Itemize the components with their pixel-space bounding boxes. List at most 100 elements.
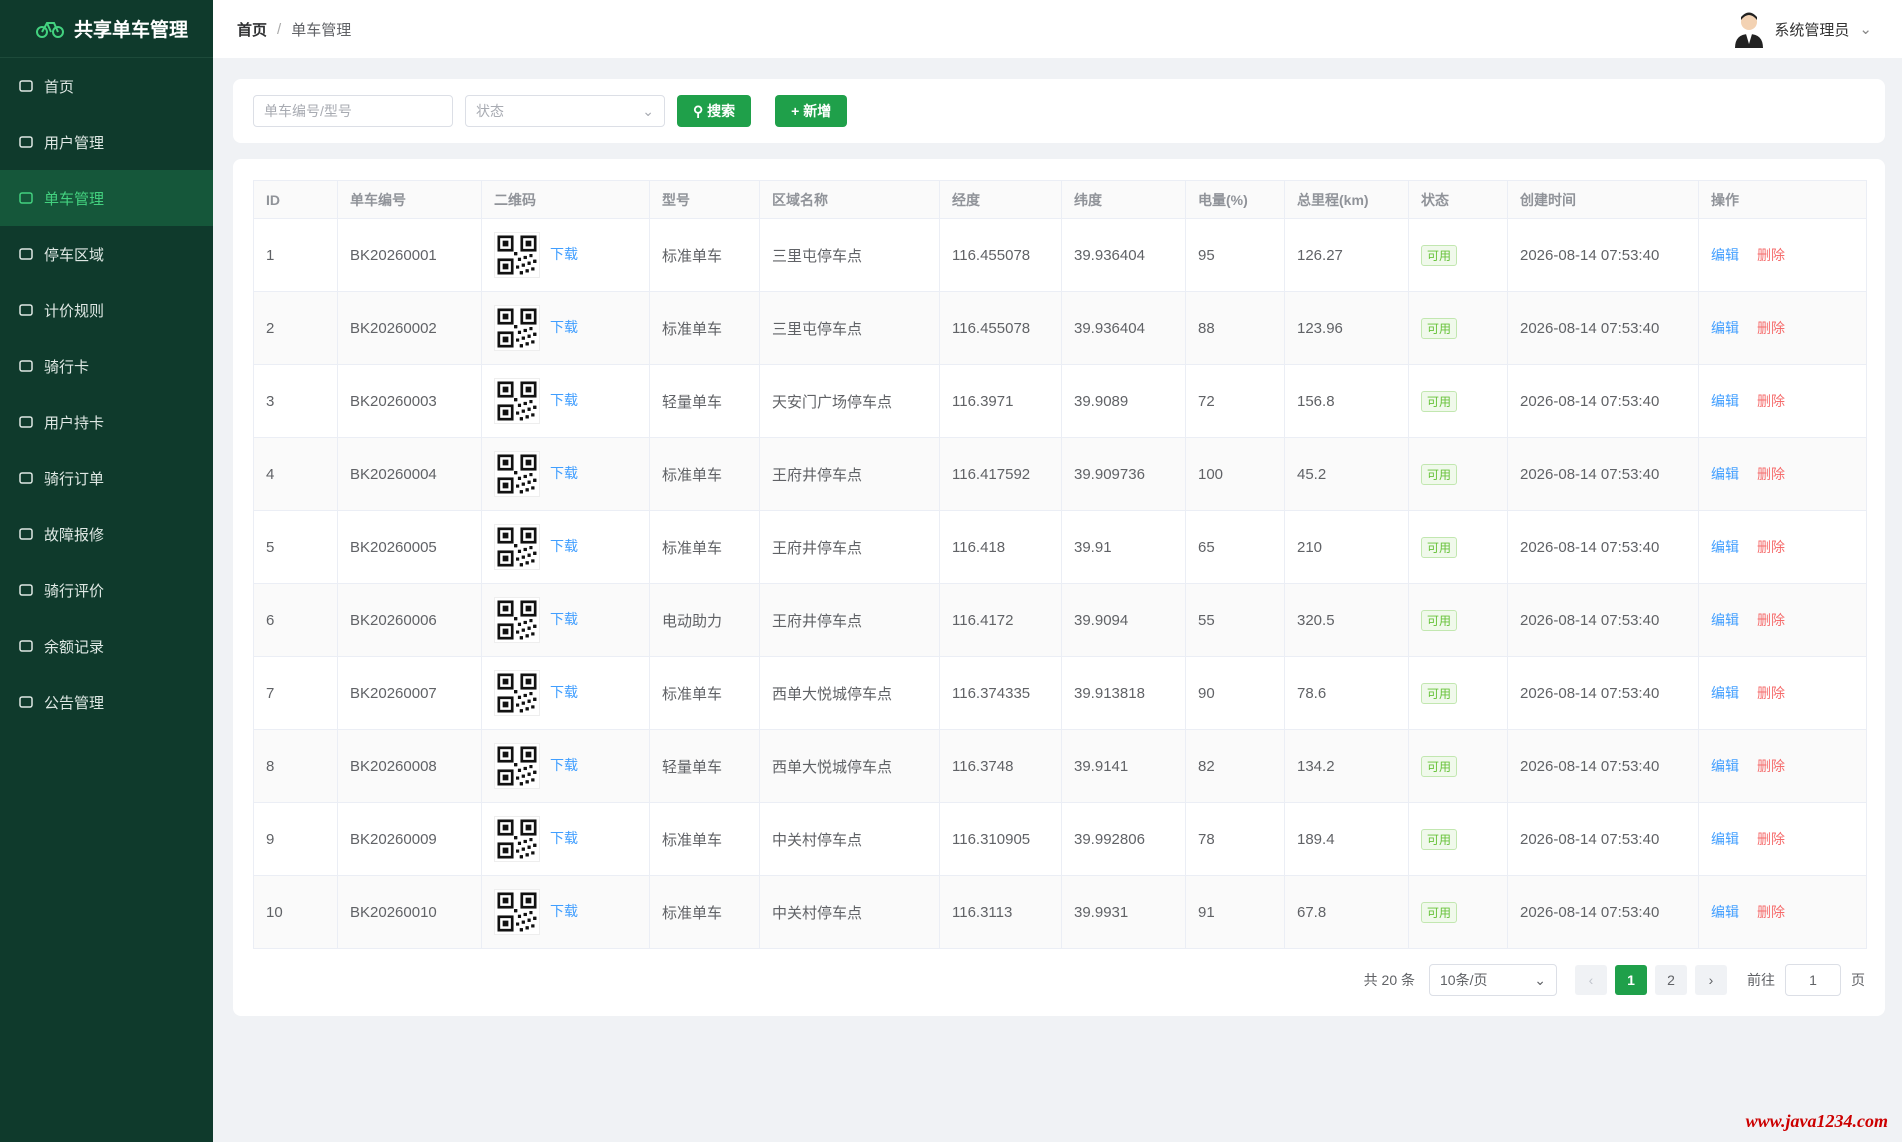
table-cell: 91 — [1185, 875, 1285, 949]
menu-item[interactable]: 首页 — [0, 58, 213, 114]
user-menu[interactable]: 系统管理员 ⌄ — [1732, 10, 1872, 48]
table-cell: 39.936404 — [1061, 218, 1186, 292]
goto-input[interactable]: 1 — [1785, 964, 1841, 996]
delete-link[interactable]: 删除 — [1757, 539, 1785, 555]
table-card: ID 单车编号 二维码 型号 区域名称 经度 纬度 电量(%) 总里程(km) 状态 创建时间 操作 1… — [233, 159, 1885, 1016]
download-link[interactable]: 下载 — [550, 610, 578, 627]
prev-page[interactable]: ‹ — [1575, 965, 1607, 995]
delete-link[interactable]: 删除 — [1757, 393, 1785, 409]
table-cell: 95 — [1185, 218, 1285, 292]
qr-cell: 下载 — [481, 875, 650, 949]
qr-cell: 下载 — [481, 802, 650, 876]
download-link[interactable]: 下载 — [550, 318, 578, 335]
download-link[interactable]: 下载 — [550, 391, 578, 408]
delete-link[interactable]: 删除 — [1757, 831, 1785, 847]
edit-link[interactable]: 编辑 — [1711, 320, 1739, 336]
page-size-select[interactable]: 10条/页 ⌄ — [1429, 964, 1557, 996]
menu-item[interactable]: 余额记录 — [0, 618, 213, 674]
table-cell: 天安门广场停车点 — [759, 364, 940, 438]
watermark: www.java1234.com — [1745, 1111, 1888, 1131]
edit-link[interactable]: 编辑 — [1711, 539, 1739, 555]
qr-cell: 下载 — [481, 291, 650, 365]
table-cell: 39.9094 — [1061, 583, 1186, 657]
delete-link[interactable]: 删除 — [1757, 247, 1785, 263]
edit-link[interactable]: 编辑 — [1711, 393, 1739, 409]
action-cell: 编辑 删除 — [1698, 656, 1867, 730]
download-link[interactable]: 下载 — [550, 464, 578, 481]
edit-link[interactable]: 编辑 — [1711, 904, 1739, 920]
bike-table: ID 单车编号 二维码 型号 区域名称 经度 纬度 电量(%) 总里程(km) 状态 创建时间 操作 1… — [253, 180, 1867, 949]
table-cell: 10 — [253, 875, 338, 949]
column-header: 区域名称 — [759, 180, 940, 219]
table-cell: 67.8 — [1284, 875, 1409, 949]
table-cell: 39.91 — [1061, 510, 1186, 584]
qr-cell: 下载 — [481, 583, 650, 657]
menu-icon — [19, 360, 33, 372]
table-cell: 2026-08-14 07:53:40 — [1507, 437, 1699, 511]
table-cell: BK20260001 — [337, 218, 482, 292]
menu-item[interactable]: 单车管理 — [0, 170, 213, 226]
qr-code — [494, 670, 540, 716]
menu-item[interactable]: 计价规则 — [0, 282, 213, 338]
next-page[interactable]: › — [1695, 965, 1727, 995]
table-cell: 2026-08-14 07:53:40 — [1507, 656, 1699, 730]
table-cell: 116.455078 — [939, 291, 1062, 365]
table-cell: 中关村停车点 — [759, 875, 940, 949]
edit-link[interactable]: 编辑 — [1711, 247, 1739, 263]
table-cell: 320.5 — [1284, 583, 1409, 657]
download-link[interactable]: 下载 — [550, 537, 578, 554]
qr-cell: 下载 — [481, 218, 650, 292]
breadcrumb[interactable]: 首页 — [237, 21, 268, 39]
table-cell: 39.936404 — [1061, 291, 1186, 365]
menu-item[interactable]: 骑行卡 — [0, 338, 213, 394]
menu-item[interactable]: 故障报修 — [0, 506, 213, 562]
add-button[interactable]: + 新增 — [775, 95, 848, 127]
delete-link[interactable]: 删除 — [1757, 685, 1785, 701]
column-header: 状态 — [1408, 180, 1508, 219]
delete-link[interactable]: 删除 — [1757, 758, 1785, 774]
edit-link[interactable]: 编辑 — [1711, 758, 1739, 774]
delete-link[interactable]: 删除 — [1757, 904, 1785, 920]
qr-cell: 下载 — [481, 656, 650, 730]
menu-item[interactable]: 用户管理 — [0, 114, 213, 170]
menu-label: 骑行评价 — [44, 582, 105, 600]
menu-item[interactable]: 骑行订单 — [0, 450, 213, 506]
table-cell: 123.96 — [1284, 291, 1409, 365]
page-number[interactable]: 1 — [1615, 965, 1647, 995]
table-cell: 标准单车 — [649, 510, 760, 584]
download-link[interactable]: 下载 — [550, 829, 578, 846]
table-row: 3 BK20260003 下载 轻量单车 天安门广场停车点 116.3971 39.9089… — [253, 364, 1867, 438]
edit-link[interactable]: 编辑 — [1711, 831, 1739, 847]
table-row: 4 BK20260004 下载 标准单车 王府井停车点 116.417592 39.9097… — [253, 437, 1867, 511]
edit-link[interactable]: 编辑 — [1711, 466, 1739, 482]
menu-item[interactable]: 用户持卡 — [0, 394, 213, 450]
edit-link[interactable]: 编辑 — [1711, 612, 1739, 628]
status-tag: 可用 — [1421, 463, 1458, 485]
delete-link[interactable]: 删除 — [1757, 320, 1785, 336]
menu-icon — [19, 640, 33, 652]
menu-icon — [19, 192, 33, 204]
keyword-input[interactable]: 单车编号/型号 — [253, 95, 453, 127]
qr-cell: 下载 — [481, 729, 650, 803]
menu-item[interactable]: 骑行评价 — [0, 562, 213, 618]
edit-link[interactable]: 编辑 — [1711, 685, 1739, 701]
menu-item[interactable]: 公告管理 — [0, 674, 213, 730]
table-cell: 39.9089 — [1061, 364, 1186, 438]
download-link[interactable]: 下载 — [550, 756, 578, 773]
status-placeholder: 状态 — [476, 103, 504, 119]
download-link[interactable]: 下载 — [550, 245, 578, 262]
search-button[interactable]: ⚲ 搜索 — [677, 95, 752, 127]
menu-icon — [19, 584, 33, 596]
page-number[interactable]: 2 — [1655, 965, 1687, 995]
delete-link[interactable]: 删除 — [1757, 612, 1785, 628]
table-cell: 116.374335 — [939, 656, 1062, 730]
delete-link[interactable]: 删除 — [1757, 466, 1785, 482]
status-select[interactable]: 状态 ⌄ — [465, 95, 665, 127]
download-link[interactable]: 下载 — [550, 683, 578, 700]
menu-label: 余额记录 — [44, 638, 105, 656]
action-cell: 编辑 删除 — [1698, 364, 1867, 438]
download-link[interactable]: 下载 — [550, 902, 578, 919]
table-cell: 2026-08-14 07:53:40 — [1507, 291, 1699, 365]
menu-item[interactable]: 停车区域 — [0, 226, 213, 282]
